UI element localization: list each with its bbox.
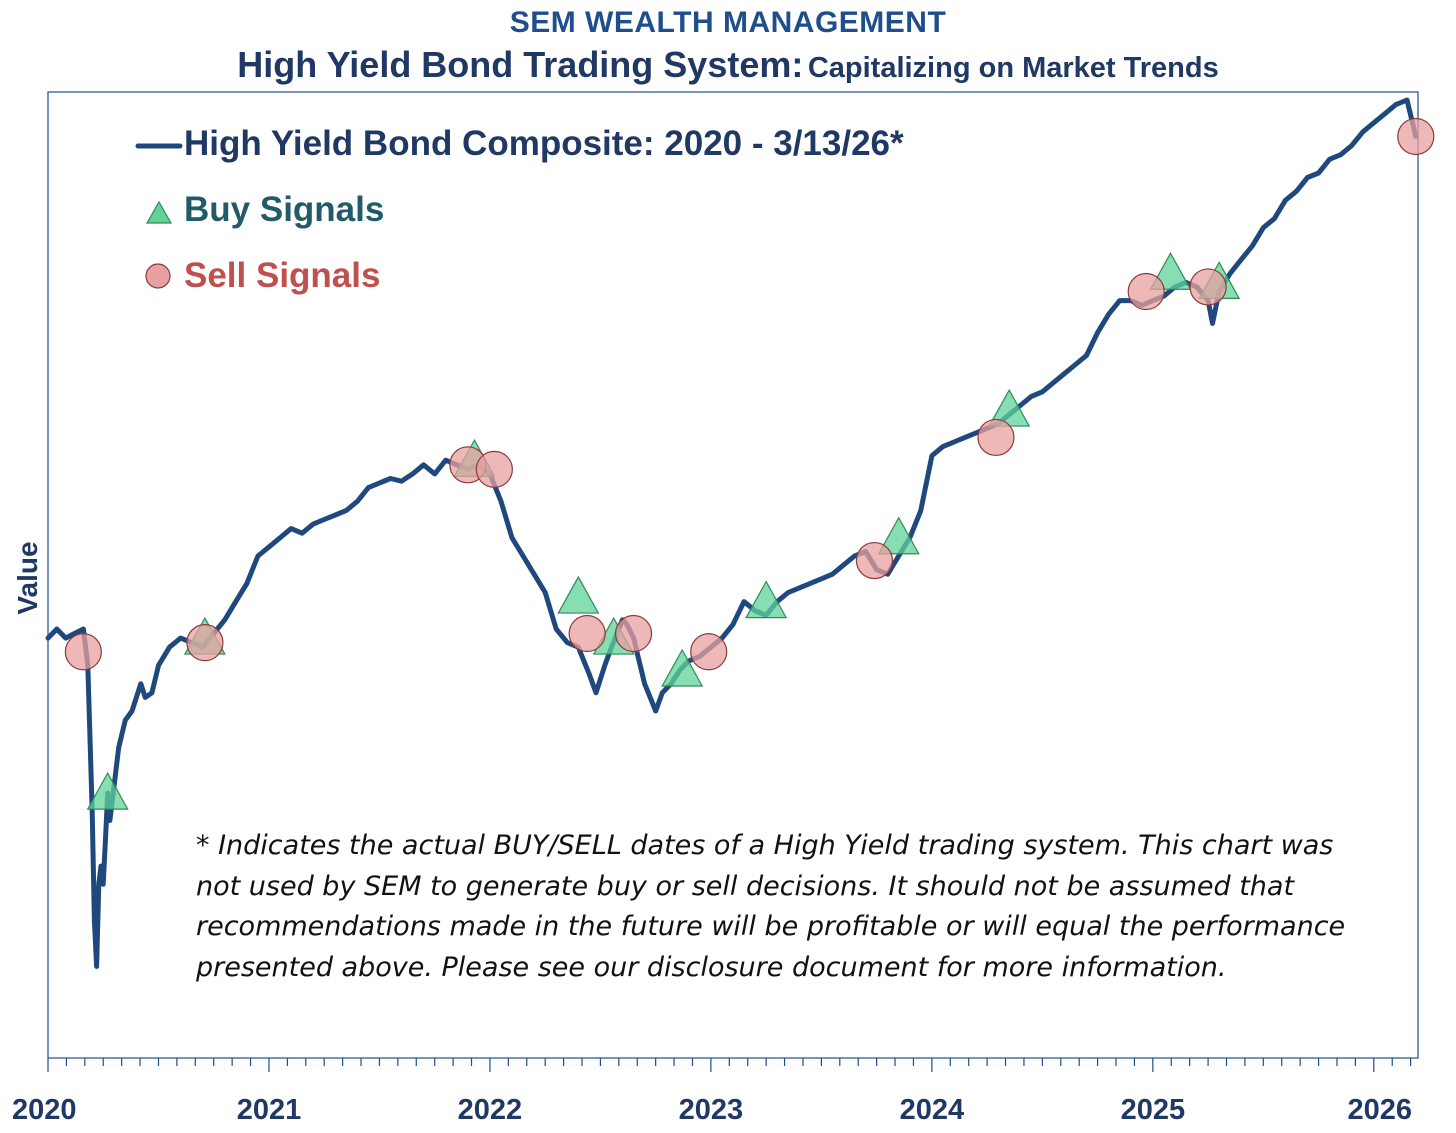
sell-signal-marker	[1397, 117, 1435, 156]
buy-signal-marker	[557, 575, 600, 614]
org-title: SEM WEALTH MANAGEMENT	[509, 6, 947, 39]
buy-signal-marker	[661, 648, 704, 687]
x-tick-label: 2026	[1347, 1094, 1412, 1126]
sell-signal-marker	[1127, 272, 1165, 311]
x-tick-label: 2025	[1121, 1094, 1186, 1126]
x-tick-label: 2023	[679, 1094, 744, 1126]
legend-icons	[135, 143, 183, 289]
signal-markers	[64, 117, 1435, 810]
legend-series-label: High Yield Bond Composite: 2020 - 3/13/2…	[184, 124, 904, 163]
sell-signal-marker	[1189, 268, 1227, 306]
plot-frame	[47, 91, 1419, 1059]
footnote: * Indicates the actual BUY/SELL dates of…	[196, 830, 1346, 983]
x-tick-label: 2020	[12, 1094, 77, 1126]
legend-sell-label: Sell Signals	[184, 256, 381, 295]
chart-title-sub: Capitalizing on Market Trends	[807, 52, 1219, 84]
sell-signal-marker	[977, 418, 1015, 457]
chart-title: High Yield Bond Trading System: Capitali…	[0, 44, 1456, 86]
sell-signal-marker	[64, 633, 102, 671]
x-tick-label: 2021	[237, 1094, 302, 1126]
sell-signal-marker	[568, 614, 606, 653]
chart-title-main: High Yield Bond Trading System:	[237, 44, 804, 85]
buy-signal-marker	[877, 516, 920, 555]
sell-signal-marker	[186, 624, 224, 662]
sell-signal-marker	[614, 614, 653, 653]
series-line	[45, 97, 1419, 969]
legend-buy-icon	[145, 200, 173, 224]
x-tick-label: 2022	[458, 1094, 523, 1126]
buy-signal-marker	[745, 580, 788, 619]
sell-signal-marker	[475, 450, 513, 488]
buy-signal-marker	[86, 771, 129, 810]
legend-buy-label: Buy Signals	[184, 190, 385, 229]
legend-sell-icon	[145, 263, 171, 289]
sell-signal-marker	[855, 541, 894, 580]
x-axis: 2020 2021 2022 2023 2024 2025 2026	[12, 1058, 1412, 1126]
x-tick-label: 2024	[900, 1094, 965, 1126]
sell-signal-marker	[690, 633, 728, 671]
